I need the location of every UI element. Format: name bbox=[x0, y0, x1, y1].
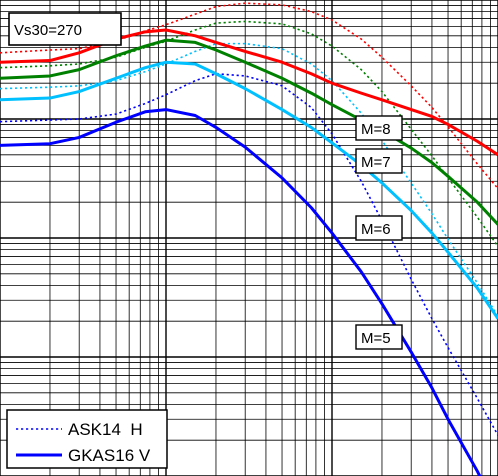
series-line-m5-ask14-h bbox=[0, 72, 498, 436]
magnitude-label-box bbox=[355, 324, 403, 350]
magnitude-label-text: M=6 bbox=[361, 221, 391, 238]
magnitude-label-text: M=5 bbox=[361, 330, 391, 347]
magnitude-label-box bbox=[355, 215, 403, 241]
series-line-m6-gkas16-v bbox=[0, 60, 498, 320]
vs30-annotation-box bbox=[8, 12, 122, 46]
magnitude-label-m5: M=5 bbox=[355, 324, 403, 350]
vs30-annotation-text: Vs30=270 bbox=[14, 22, 82, 39]
magnitude-label-text: M=8 bbox=[361, 121, 391, 138]
series-line-m6-ask14-h bbox=[0, 42, 498, 317]
magnitude-label-box bbox=[355, 115, 403, 141]
magnitude-label-m7: M=7 bbox=[355, 148, 403, 174]
legend-box bbox=[6, 409, 168, 469]
magnitude-label-box bbox=[355, 148, 403, 174]
legend: ASK14 H GKAS16 V bbox=[6, 409, 168, 469]
legend-label-gkas16: GKAS16 V bbox=[68, 446, 151, 465]
legend-label-ask14: ASK14 H bbox=[68, 420, 143, 439]
magnitude-labels: M=8 M=7 M=6 M=5 bbox=[355, 115, 403, 350]
series-line-m5-gkas16-v bbox=[0, 108, 482, 476]
magnitude-label-m6: M=6 bbox=[355, 215, 403, 241]
magnitude-label-text: M=7 bbox=[361, 154, 391, 171]
magnitude-label-m8: M=8 bbox=[355, 115, 403, 141]
vs30-annotation: Vs30=270 bbox=[8, 12, 122, 46]
series-line-m7-gkas16-v bbox=[0, 38, 498, 226]
